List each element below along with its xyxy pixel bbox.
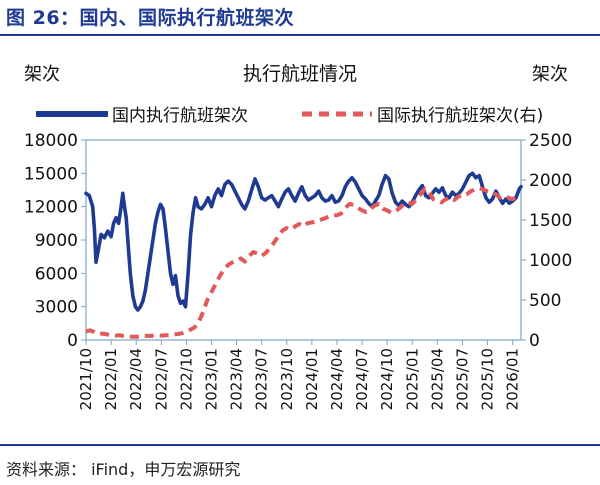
x-tick-label: 2024/10 [378, 348, 396, 410]
x-tick-label: 2025/01 [403, 348, 421, 410]
x-tick-label: 2023/10 [278, 348, 296, 410]
left-y-tick-label: 15000 [24, 164, 78, 184]
x-tick-label: 2023/07 [253, 348, 271, 410]
bottom-rule [0, 444, 600, 446]
left-y-tick-label: 6000 [35, 264, 78, 284]
series-line-domestic [84, 171, 523, 312]
left-y-tick-label: 9000 [35, 231, 78, 251]
right-axis-unit: 架次 [532, 64, 568, 85]
left-y-tick-label: 3000 [35, 298, 78, 318]
x-tick-label: 2021/10 [77, 348, 95, 410]
right-y-tick-label: 2000 [529, 171, 572, 191]
x-tick-label: 2023/01 [202, 348, 220, 410]
x-tick-label: 2022/04 [127, 348, 145, 410]
left-y-tick-label: 0 [67, 331, 78, 351]
left-y-tick-label: 18000 [24, 131, 78, 151]
right-y-tick-label: 0 [529, 331, 540, 351]
x-tick-label: 2024/04 [328, 348, 346, 410]
x-tick-label: 2023/04 [228, 348, 246, 410]
x-tick-label: 2025/07 [453, 348, 471, 410]
x-tick-label: 2022/01 [102, 348, 120, 410]
x-tick-label: 2024/01 [303, 348, 321, 410]
legend-label-domestic: 国内执行航班架次 [112, 106, 248, 126]
right-y-tick-label: 1500 [529, 211, 572, 231]
x-tick-label: 2024/07 [353, 348, 371, 410]
source-note: 资料来源： iFind，申万宏源研究 [6, 460, 241, 479]
x-tick-label: 2025/10 [479, 348, 497, 410]
line-chart: 执行航班情况 架次 架次 国内执行航班架次 国际执行航班架次(右) 0 3000 6… [24, 63, 572, 410]
figure-title: 图 26：国内、国际执行航班架次 [6, 7, 295, 29]
chart-title: 执行航班情况 [243, 63, 357, 85]
x-tick-label: 2025/04 [428, 348, 446, 410]
right-y-tick-label: 2500 [529, 131, 572, 151]
x-tick-label: 2026/01 [504, 348, 522, 410]
legend-label-international: 国际执行航班架次(右) [377, 106, 543, 126]
left-y-tick-label: 12000 [24, 198, 78, 218]
x-tick-label: 2022/10 [177, 348, 195, 410]
top-rule [0, 34, 600, 36]
left-axis-unit: 架次 [24, 64, 60, 85]
right-y-tick-label: 500 [529, 291, 561, 311]
right-y-tick-label: 1000 [529, 251, 572, 271]
x-tick-label: 2022/07 [152, 348, 170, 410]
